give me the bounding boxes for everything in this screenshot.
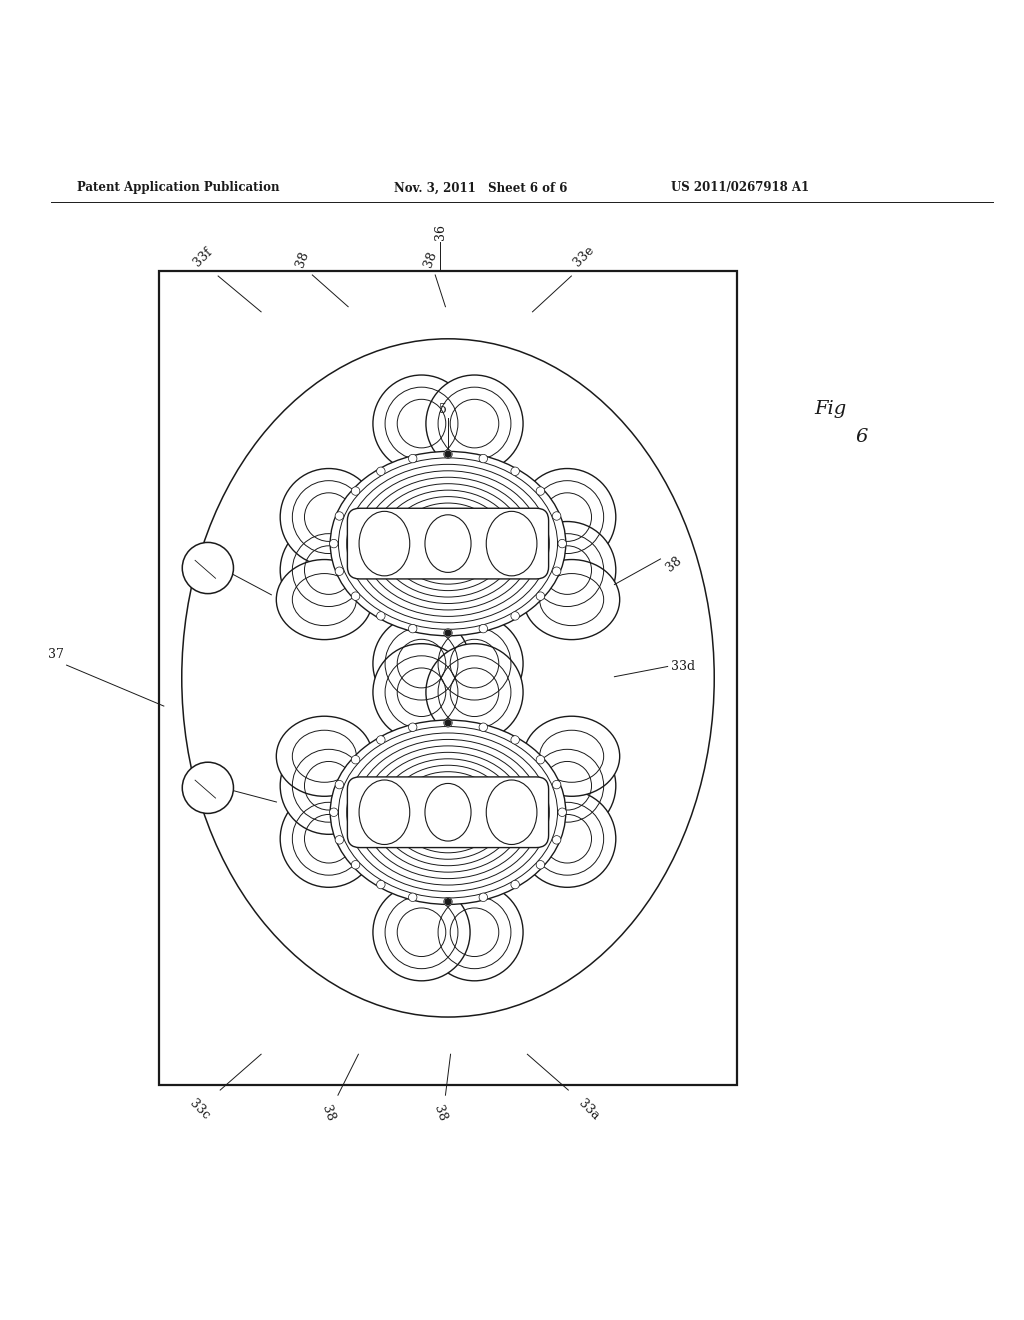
Ellipse shape [335, 836, 344, 843]
Ellipse shape [518, 791, 615, 887]
Ellipse shape [409, 454, 417, 463]
Ellipse shape [330, 721, 565, 904]
Ellipse shape [330, 451, 565, 636]
Ellipse shape [335, 780, 344, 789]
Ellipse shape [511, 467, 519, 475]
Ellipse shape [359, 511, 410, 576]
Ellipse shape [330, 540, 338, 548]
Text: 33b: 33b [190, 775, 215, 788]
Ellipse shape [558, 540, 566, 548]
Ellipse shape [281, 737, 377, 834]
Text: 33e: 33e [570, 243, 597, 269]
FancyBboxPatch shape [347, 777, 549, 847]
Ellipse shape [479, 624, 487, 632]
Ellipse shape [443, 898, 453, 906]
Ellipse shape [281, 791, 377, 887]
Ellipse shape [537, 755, 545, 764]
Ellipse shape [558, 808, 566, 817]
Text: 38: 38 [664, 554, 684, 574]
Circle shape [182, 543, 233, 594]
Ellipse shape [511, 735, 519, 744]
Ellipse shape [351, 861, 359, 869]
Ellipse shape [443, 628, 453, 638]
Ellipse shape [425, 515, 471, 573]
Ellipse shape [523, 717, 620, 796]
Ellipse shape [426, 883, 523, 981]
Ellipse shape [486, 780, 537, 845]
Text: 6: 6 [855, 428, 867, 446]
Ellipse shape [351, 487, 359, 495]
Text: 38: 38 [293, 249, 311, 269]
Text: 38: 38 [421, 249, 439, 269]
Ellipse shape [359, 780, 410, 845]
Text: 38: 38 [431, 1104, 450, 1123]
Ellipse shape [518, 469, 615, 566]
Ellipse shape [537, 861, 545, 869]
Ellipse shape [377, 467, 385, 475]
Text: 36: 36 [434, 224, 446, 240]
Text: 38: 38 [318, 1104, 337, 1123]
Ellipse shape [443, 718, 453, 727]
FancyBboxPatch shape [347, 508, 549, 579]
Ellipse shape [523, 560, 620, 640]
Ellipse shape [537, 487, 545, 495]
Ellipse shape [351, 755, 359, 764]
Ellipse shape [409, 723, 417, 731]
Ellipse shape [426, 375, 523, 473]
Ellipse shape [552, 836, 561, 843]
Ellipse shape [518, 521, 615, 619]
Ellipse shape [486, 511, 537, 576]
Circle shape [445, 630, 451, 636]
Ellipse shape [373, 883, 470, 981]
Text: US 2011/0267918 A1: US 2011/0267918 A1 [671, 181, 809, 194]
Ellipse shape [281, 469, 377, 566]
Bar [159, 271, 737, 1085]
Text: Fig: Fig [814, 400, 846, 418]
Ellipse shape [351, 591, 359, 601]
Ellipse shape [409, 894, 417, 902]
Ellipse shape [377, 880, 385, 888]
Ellipse shape [426, 644, 523, 741]
Ellipse shape [373, 615, 470, 713]
Ellipse shape [373, 375, 470, 473]
Ellipse shape [552, 512, 561, 520]
Text: 37: 37 [47, 648, 63, 661]
Ellipse shape [373, 644, 470, 741]
Circle shape [445, 899, 451, 904]
Ellipse shape [276, 717, 373, 796]
Text: 33c: 33c [187, 1097, 212, 1123]
Ellipse shape [335, 512, 344, 520]
Text: 33d: 33d [671, 660, 695, 673]
Ellipse shape [511, 880, 519, 888]
Text: Patent Application Publication: Patent Application Publication [77, 181, 280, 194]
Text: 5: 5 [439, 403, 446, 416]
Circle shape [445, 451, 451, 457]
Ellipse shape [479, 723, 487, 731]
Ellipse shape [377, 735, 385, 744]
Ellipse shape [479, 454, 487, 463]
Ellipse shape [426, 615, 523, 713]
Ellipse shape [409, 624, 417, 632]
Ellipse shape [377, 611, 385, 620]
Ellipse shape [479, 894, 487, 902]
Ellipse shape [552, 780, 561, 789]
Ellipse shape [425, 784, 471, 841]
Text: 38: 38 [200, 564, 220, 585]
Ellipse shape [511, 611, 519, 620]
Circle shape [445, 719, 451, 726]
Ellipse shape [335, 568, 344, 576]
Text: 33f: 33f [190, 246, 215, 269]
Ellipse shape [518, 737, 615, 834]
Ellipse shape [281, 521, 377, 619]
Ellipse shape [537, 591, 545, 601]
Text: 33a: 33a [575, 1097, 602, 1123]
Text: Nov. 3, 2011   Sheet 6 of 6: Nov. 3, 2011 Sheet 6 of 6 [394, 181, 567, 194]
Ellipse shape [276, 560, 373, 640]
Ellipse shape [552, 568, 561, 576]
Ellipse shape [443, 450, 453, 458]
Ellipse shape [330, 808, 338, 817]
Circle shape [182, 762, 233, 813]
